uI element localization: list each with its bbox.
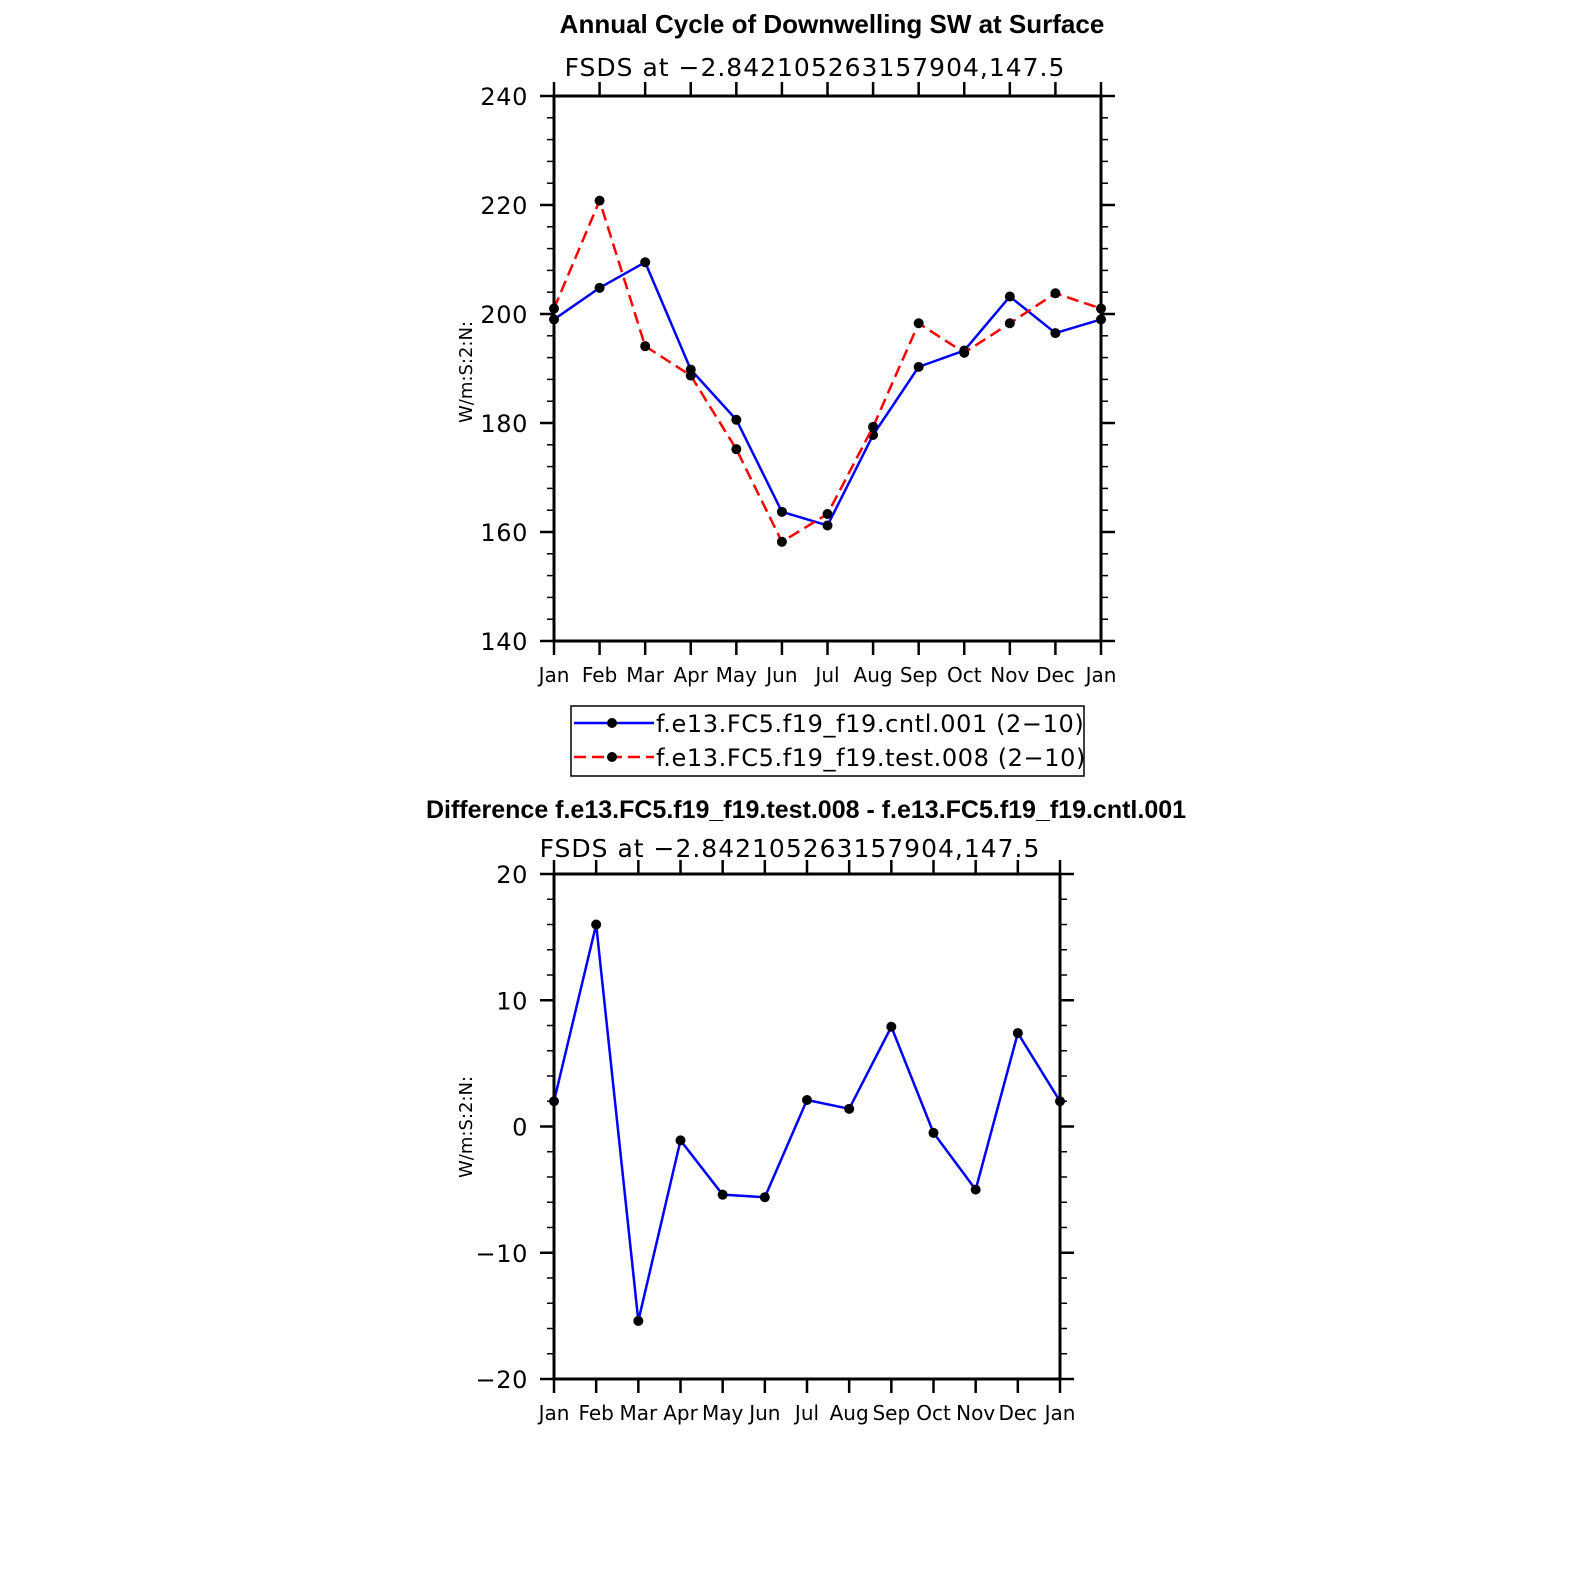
x-tick-label: Sep: [872, 1401, 910, 1425]
chart-subtitle: FSDS at −2.842105263157904,147.5: [540, 834, 1041, 863]
x-tick-label: Sep: [900, 663, 938, 687]
data-point: [675, 1135, 686, 1146]
y-tick-label: 240: [480, 83, 528, 111]
series-lines: [549, 195, 1106, 547]
y-tick-label: −10: [476, 1240, 528, 1268]
x-tick-label: Aug: [854, 663, 893, 687]
x-tick-label: Jan: [537, 663, 570, 687]
x-tick-marks: [552, 82, 1103, 655]
y-tick-label: 160: [480, 519, 528, 547]
data-point: [633, 1315, 644, 1326]
x-tick-label: Nov: [956, 1401, 995, 1425]
x-tick-label: Mar: [619, 1401, 658, 1425]
data-point: [959, 347, 970, 358]
data-point: [1050, 288, 1061, 299]
x-tick-label: Oct: [947, 663, 982, 687]
series-line-0: [553, 260, 1102, 527]
x-tick-label: Nov: [990, 663, 1029, 687]
data-point: [776, 536, 787, 547]
data-point: [776, 506, 787, 517]
y-tick-label: 140: [480, 628, 528, 656]
y-tick-label: 10: [496, 987, 528, 1015]
x-tick-label: Dec: [1036, 663, 1075, 687]
y-tick-labels: −20 −10 0 10 20: [476, 861, 528, 1394]
x-tick-label: Dec: [998, 1401, 1037, 1425]
x-tick-label: Jan: [537, 1401, 570, 1425]
chart-title: Difference f.e13.FC5.f19_f19.test.008 - …: [426, 796, 1186, 824]
x-tick-label: Feb: [582, 663, 617, 687]
data-point: [1004, 318, 1015, 329]
y-tick-label: 180: [480, 410, 528, 438]
series-lines: [549, 919, 1065, 1326]
legend-box: [570, 705, 1085, 777]
data-point: [1004, 291, 1015, 302]
x-tick-label: Jan: [1084, 663, 1117, 687]
x-tick-labels: Jan Feb Mar Apr May Jun Jul Aug Sep Oct Nov Dec Jan: [537, 663, 1117, 687]
y-tick-marks: [540, 94, 1115, 643]
y-tick-label: 20: [496, 861, 528, 889]
data-point: [594, 282, 605, 293]
data-point: [594, 195, 605, 206]
x-tick-labels: Jan Feb Mar Apr May Jun Jul Aug Sep Oct Nov Dec Jan: [537, 1401, 1076, 1425]
chart-subtitle: FSDS at −2.842105263157904,147.5: [565, 53, 1066, 82]
x-tick-label: Jul: [793, 1401, 819, 1425]
data-point: [913, 318, 924, 329]
y-tick-label: −20: [476, 1366, 528, 1394]
data-point: [802, 1094, 812, 1105]
x-tick-label: Jun: [764, 663, 797, 687]
x-tick-label: Apr: [673, 663, 708, 687]
data-point: [928, 1127, 939, 1138]
data-point: [640, 341, 651, 352]
y-tick-label: 200: [480, 301, 528, 329]
y-axis-label: W/m:S:2:N:: [456, 1076, 477, 1178]
data-point: [591, 919, 602, 930]
x-tick-marks: [552, 860, 1062, 1393]
y-tick-label: 0: [512, 1114, 528, 1142]
x-tick-label: Mar: [626, 663, 665, 687]
legend: f.e13.FC5.f19_f19.cntl.001 (2−10) f.e13.…: [570, 705, 1086, 777]
data-point: [886, 1021, 897, 1032]
data-point: [759, 1192, 770, 1203]
data-point: [640, 257, 651, 268]
legend-marker-test: [607, 752, 617, 762]
chart-title: Annual Cycle of Downwelling SW at Surfac…: [560, 9, 1105, 39]
x-tick-label: Oct: [916, 1401, 951, 1425]
data-point: [844, 1103, 855, 1114]
y-tick-label: 220: [480, 192, 528, 220]
x-tick-label: Feb: [578, 1401, 613, 1425]
legend-label-cntl: f.e13.FC5.f19_f19.cntl.001 (2−10): [656, 710, 1084, 738]
y-axis-label: W/m:S:2:N:: [456, 321, 477, 423]
y-tick-labels: 140 160 180 200 220 240: [480, 83, 528, 656]
x-tick-label: Apr: [663, 1401, 698, 1425]
x-tick-label: Jul: [813, 663, 839, 687]
x-tick-label: May: [716, 663, 758, 687]
series-line-1: [552, 199, 1102, 544]
data-point: [717, 1189, 728, 1200]
annual-cycle-chart: Annual Cycle of Downwelling SW at Surfac…: [456, 9, 1117, 777]
data-point: [913, 361, 924, 372]
legend-marker-cntl: [607, 718, 617, 728]
plot-frame: [552, 872, 1062, 1381]
data-point: [868, 421, 879, 432]
series-line-0: [552, 923, 1062, 1323]
data-point: [822, 509, 833, 520]
data-point: [731, 444, 742, 455]
data-point: [1012, 1028, 1023, 1039]
data-point: [731, 414, 742, 425]
plot-frame: [552, 94, 1103, 643]
x-tick-label: May: [702, 1401, 744, 1425]
x-tick-label: Jan: [1043, 1401, 1076, 1425]
data-point: [685, 370, 696, 381]
legend-label-test: f.e13.FC5.f19_f19.test.008 (2−10): [656, 744, 1086, 772]
x-tick-label: Aug: [830, 1401, 869, 1425]
x-tick-label: Jun: [747, 1401, 780, 1425]
data-point: [822, 520, 833, 531]
data-point: [1050, 328, 1061, 339]
difference-chart: Difference f.e13.FC5.f19_f19.test.008 - …: [426, 796, 1186, 1425]
data-point: [970, 1184, 981, 1195]
